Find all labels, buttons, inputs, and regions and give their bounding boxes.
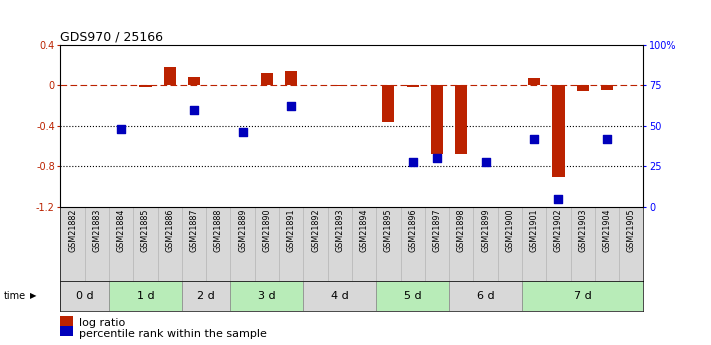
Text: GSM21884: GSM21884 [117,208,126,252]
Bar [601,86,613,90]
Point [528,136,540,142]
Point [286,104,297,109]
Text: 6 d: 6 d [477,291,494,301]
Text: GSM21882: GSM21882 [68,208,77,252]
Bar [164,67,176,86]
Text: time: time [4,291,26,301]
Bar [407,86,419,87]
Bar [552,86,565,177]
FancyBboxPatch shape [304,281,376,310]
Text: GSM21894: GSM21894 [360,208,368,252]
Text: GSM21887: GSM21887 [190,208,198,252]
FancyBboxPatch shape [522,281,643,310]
Text: GSM21891: GSM21891 [287,208,296,252]
Point [188,107,200,112]
Text: GSM21901: GSM21901 [530,208,539,252]
Text: 5 d: 5 d [404,291,422,301]
Text: GSM21902: GSM21902 [554,208,563,252]
Text: 7 d: 7 d [574,291,592,301]
Point [407,159,418,164]
Bar [431,86,443,154]
Bar [577,86,589,91]
FancyBboxPatch shape [109,281,182,310]
Bar [261,73,273,86]
Text: GSM21883: GSM21883 [92,208,102,252]
Bar [139,86,151,87]
Text: 0 d: 0 d [76,291,94,301]
Bar [188,77,200,86]
Text: GSM21889: GSM21889 [238,208,247,252]
Bar [383,86,395,122]
Point [480,159,491,164]
Text: 1 d: 1 d [137,291,154,301]
FancyBboxPatch shape [449,281,522,310]
Point [552,196,564,201]
Text: GSM21897: GSM21897 [432,208,442,252]
Text: GSM21888: GSM21888 [214,208,223,252]
Text: GSM21898: GSM21898 [456,208,466,252]
FancyBboxPatch shape [230,281,304,310]
Text: GSM21895: GSM21895 [384,208,393,252]
Point [115,126,127,132]
Text: 4 d: 4 d [331,291,348,301]
Text: GSM21886: GSM21886 [165,208,174,252]
Point [237,130,248,135]
Text: log ratio: log ratio [79,318,125,328]
Text: 3 d: 3 d [258,291,276,301]
FancyBboxPatch shape [376,281,449,310]
Text: GSM21890: GSM21890 [262,208,272,252]
Point [602,136,613,142]
Point [432,156,443,161]
Bar [455,86,467,154]
Text: GDS970 / 25166: GDS970 / 25166 [60,31,164,44]
Text: GSM21885: GSM21885 [141,208,150,252]
Text: GSM21903: GSM21903 [578,208,587,252]
Text: GSM21899: GSM21899 [481,208,490,252]
Text: GSM21900: GSM21900 [506,208,514,252]
Text: 2 d: 2 d [198,291,215,301]
FancyBboxPatch shape [60,281,109,310]
FancyBboxPatch shape [182,281,230,310]
Text: GSM21905: GSM21905 [627,208,636,252]
Text: GSM21893: GSM21893 [336,208,344,252]
Text: percentile rank within the sample: percentile rank within the sample [79,329,267,338]
Text: GSM21896: GSM21896 [408,208,417,252]
Bar [285,71,297,86]
Bar [528,78,540,86]
Text: GSM21892: GSM21892 [311,208,320,252]
Text: ▶: ▶ [30,291,36,300]
Text: GSM21904: GSM21904 [602,208,611,252]
